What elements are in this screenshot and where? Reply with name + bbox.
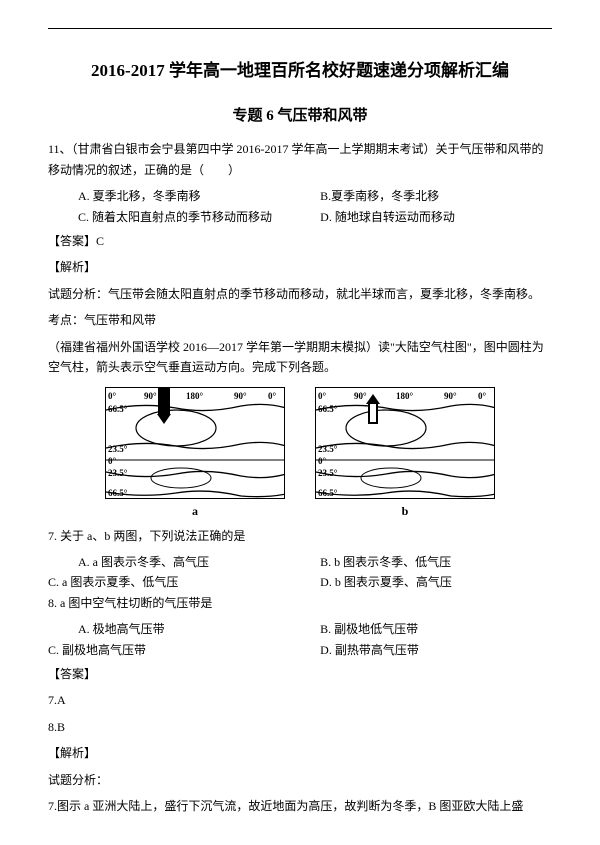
q8-row2: C. 副极地高气压带 D. 副热带高气压带 [48,640,552,660]
pillar-b [368,402,378,424]
q7-row1: A. a 图表示冬季、高气压 B. b 图表示冬季、低气压 [48,552,552,572]
figure-b: 0° 90° 180° 90° 0° 66.5° 23.5° 0° 23.5° … [315,387,495,521]
q7-opt-c: C. a 图表示夏季、低气压 [48,572,320,592]
q11-stem: 11、（甘肃省白银市会宁县第四中学 2016-2017 学年高一上学期期末考试）… [48,139,552,180]
q8-opt-a: A. 极地高气压带 [48,619,320,639]
caption-b: b [315,501,495,521]
figure-a: 0° 90° 180° 90° 0° 66.5° 23.5° 0° 23.5° … [105,387,285,521]
q11-opt-a: A. 夏季北移，冬季南移 [48,186,320,206]
answer-11: 【答案】C [48,231,552,251]
q7-opt-d: D. b 图表示夏季、高气压 [320,572,552,592]
fig-intro: （福建省福州外国语学校 2016—2017 学年第一学期期末模拟）读"大陆空气柱… [48,337,552,378]
figure-b-frame: 0° 90° 180° 90° 0° 66.5° 23.5° 0° 23.5° … [315,387,495,499]
q8-opt-c: C. 副极地高气压带 [48,640,320,660]
q8-stem: 8. a 图中空气柱切断的气压带是 [48,593,552,613]
jiexi-11: 试题分析：气压带会随太阳直射点的季节移动而移动，就北半球而言，夏季北移，冬季南移… [48,284,552,304]
q7-opt-b: B. b 图表示冬季、低气压 [320,552,552,572]
answer-label: 【答案】 [48,664,552,684]
map-curves-b [316,388,495,499]
q7-row2: C. a 图表示夏季、低气压 D. b 图表示夏季、高气压 [48,572,552,592]
q11-opt-b: B.夏季南移，冬季北移 [320,186,552,206]
q11-opt-d: D. 随地球自转运动而移动 [320,207,552,227]
top-rule [48,28,552,29]
title-sub: 专题 6 气压带和风带 [48,104,552,130]
answer-7: 7.A [48,690,552,710]
figures-row: 0° 90° 180° 90° 0° 66.5° 23.5° 0° 23.5° … [48,387,552,521]
q8-opt-b: B. 副极地低气压带 [320,619,552,639]
answer-8: 8.B [48,717,552,737]
jiexi-intro: 试题分析： [48,770,552,790]
figure-a-frame: 0° 90° 180° 90° 0° 66.5° 23.5° 0° 23.5° … [105,387,285,499]
pillar-a [158,387,170,414]
arrow-up-b [366,394,380,404]
q8-opt-d: D. 副热带高气压带 [320,640,552,660]
q8-row1: A. 极地高气压带 B. 副极地低气压带 [48,619,552,639]
q7-opt-a: A. a 图表示冬季、高气压 [48,552,320,572]
jiexi-7: 7.图示 a 亚洲大陆上，盛行下沉气流，故近地面为高压，故判断为冬季，B 图亚欧… [48,796,552,816]
q11-row2: C. 随着太阳直射点的季节移动而移动 D. 随地球自转运动而移动 [48,207,552,227]
arrow-down-a [157,414,171,424]
jiexi-label-1: 【解析】 [48,257,552,277]
title-main: 2016-2017 学年高一地理百所名校好题速递分项解析汇编 [48,57,552,86]
q11-opt-c: C. 随着太阳直射点的季节移动而移动 [48,207,320,227]
q11-row1: A. 夏季北移，冬季南移 B.夏季南移，冬季北移 [48,186,552,206]
jiexi-label-2: 【解析】 [48,743,552,763]
caption-a: a [105,501,285,521]
map-curves-a [106,388,285,499]
kaodian-11: 考点：气压带和风带 [48,310,552,330]
q7-stem: 7. 关于 a、b 两图，下列说法正确的是 [48,526,552,546]
